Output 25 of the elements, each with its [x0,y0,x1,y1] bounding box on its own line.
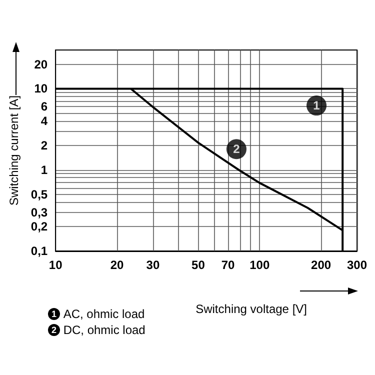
text: 1 [51,309,57,319]
y-tick-label: 6 [40,100,48,114]
legend-label: DC, ohmic load [63,323,146,337]
x-tick-label: 20 [110,258,124,272]
x-tick-label: 50 [192,258,206,272]
y-tick-label: 1 [40,162,48,177]
y-tick-label: 0,1 [30,244,48,258]
y-tick-label: 2 [40,138,48,152]
y-tick-label: 0,5 [30,187,48,202]
x-tick-label: 70 [221,258,236,272]
y-tick-label: 0,3 [30,205,48,220]
y-tick-label: 20 [34,57,48,72]
annotation: 2 [233,142,240,156]
y-tick-label: 0,2 [30,220,48,234]
x-tick-label: 30 [146,258,160,272]
y-tick-label: 10 [34,82,48,96]
x-tick-label: 300 [346,258,368,272]
y-tick-label: 4 [40,114,48,128]
y-axis-title: Switching current [A] [7,95,21,206]
x-axis-title: Switching voltage [V] [196,302,307,316]
legend-label: AC, ohmic load [63,307,145,321]
x-tick-label: 200 [311,258,332,272]
annotation: 1 [313,98,320,113]
x-tick-label: 100 [250,258,270,272]
text: 2 [51,325,57,335]
